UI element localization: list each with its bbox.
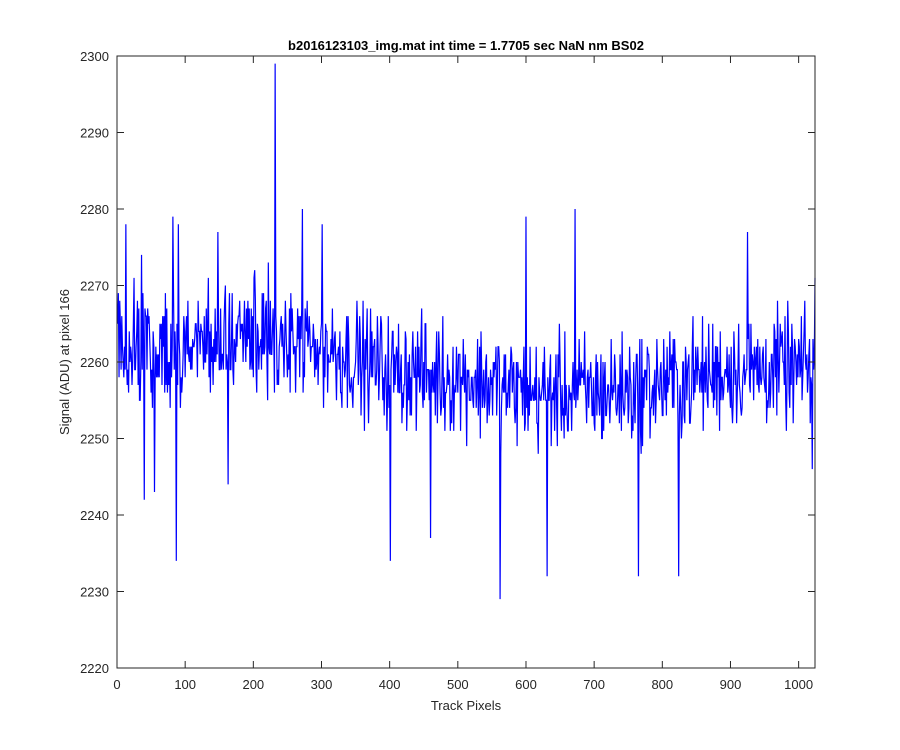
x-axis-ticks: 0 100 200 300 400 500 600 700 800 900 1000 <box>113 56 813 692</box>
x-tick-label: 1000 <box>784 677 813 692</box>
x-tick-label: 0 <box>113 677 120 692</box>
y-tick-label: 2270 <box>80 279 109 294</box>
y-axis-ticks: 2220 2230 2240 2250 2260 2270 2280 2290 2300 <box>80 49 815 676</box>
y-tick-label: 2300 <box>80 49 109 64</box>
x-tick-label: 300 <box>311 677 333 692</box>
series-layer <box>117 63 816 600</box>
signal-line <box>117 63 816 600</box>
y-tick-label: 2230 <box>80 585 109 600</box>
x-tick-label: 700 <box>583 677 605 692</box>
y-tick-label: 2220 <box>80 661 109 676</box>
y-tick-label: 2290 <box>80 126 109 141</box>
y-tick-label: 2250 <box>80 432 109 447</box>
x-tick-label: 500 <box>447 677 469 692</box>
chart-title: b2016123103_img.mat int time = 1.7705 se… <box>288 38 644 53</box>
x-tick-label: 100 <box>174 677 196 692</box>
y-tick-label: 2240 <box>80 508 109 523</box>
x-tick-label: 800 <box>651 677 673 692</box>
plot-area: 0 100 200 300 400 500 600 700 800 900 1000 2220 223… <box>80 49 816 692</box>
x-axis-label: Track Pixels <box>431 698 502 713</box>
y-tick-label: 2280 <box>80 202 109 217</box>
x-tick-label: 600 <box>515 677 537 692</box>
y-axis-label: Signal (ADU) at pixel 166 <box>57 289 72 435</box>
x-tick-label: 200 <box>242 677 264 692</box>
x-tick-label: 400 <box>379 677 401 692</box>
x-tick-label: 900 <box>720 677 742 692</box>
y-tick-label: 2260 <box>80 355 109 370</box>
